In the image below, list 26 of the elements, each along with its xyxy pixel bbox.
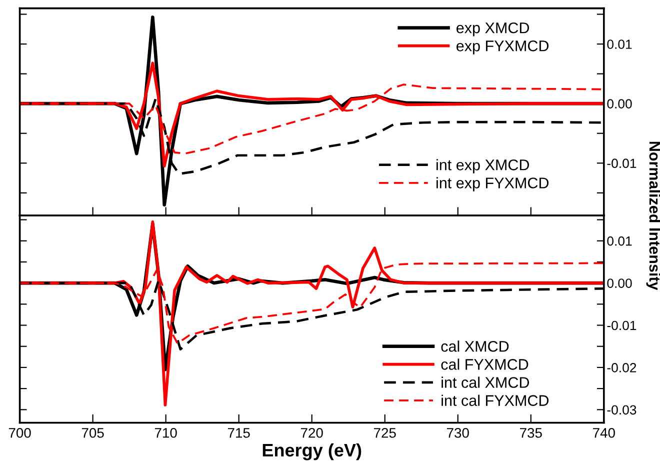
x-tick-label: 725 <box>374 428 396 438</box>
legend-label: int cal XMCD <box>442 376 530 388</box>
legend-label: cal XMCD <box>441 340 509 352</box>
legend-label: exp FYXMCD <box>456 40 549 54</box>
x-tick-label: 715 <box>228 428 250 438</box>
legend-label: int exp XMCD <box>436 159 530 174</box>
x-tick-label: 720 <box>300 428 323 438</box>
y-tick-label: -0.03 <box>607 405 636 415</box>
y-tick-label: 0.00 <box>607 99 632 108</box>
x-tick-label: 730 <box>447 428 469 438</box>
x-tick-label: 705 <box>82 428 104 438</box>
legend-label: int cal FYXMCD <box>442 394 549 406</box>
legend-label: cal FYXMCD <box>441 358 528 370</box>
legend-label: exp XMCD <box>456 22 530 36</box>
y-tick-label: -0.01 <box>607 158 636 168</box>
x-tick-label: 740 <box>593 428 615 438</box>
x-tick-label: 735 <box>520 428 542 438</box>
legend-label: int exp FYXMCD <box>436 177 549 192</box>
y-tick-label: -0.02 <box>607 363 636 372</box>
x-axis-title: Energy (eV) <box>262 443 362 460</box>
y-tick-label: 0.00 <box>607 278 632 288</box>
y-tick-label: -0.01 <box>607 320 636 330</box>
y-tick-label: 0.01 <box>607 236 632 246</box>
y-tick-label: 0.01 <box>607 40 632 49</box>
x-tick-label: 710 <box>154 428 177 438</box>
x-tick-label: 700 <box>8 428 31 438</box>
